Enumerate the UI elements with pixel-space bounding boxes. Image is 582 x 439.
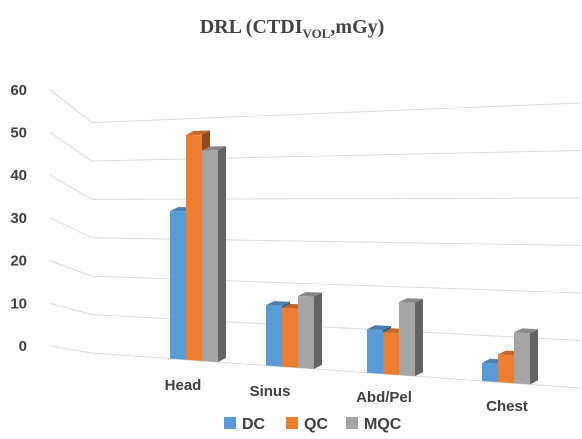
bar-front — [383, 332, 399, 376]
bar-front — [186, 134, 202, 361]
y-tick-label: 20 — [10, 253, 27, 270]
bar-front — [202, 150, 218, 363]
legend-swatch — [346, 417, 358, 429]
y-tick-label: 30 — [10, 210, 27, 227]
bar-side — [530, 329, 538, 385]
bar — [298, 291, 322, 369]
bar-front — [482, 362, 498, 383]
x-tick-label: Chest — [486, 398, 528, 415]
legend-swatch — [224, 417, 236, 429]
x-tick-label: Head — [165, 377, 202, 394]
bar-front — [170, 211, 186, 360]
bar-front — [514, 332, 530, 385]
x-tick-label: Abd/Pel — [356, 389, 412, 406]
bars — [170, 130, 538, 385]
title-suffix: ,mGy) — [330, 16, 384, 38]
bar — [202, 146, 226, 363]
gridline — [49, 260, 581, 294]
legend-item: DC — [224, 416, 266, 433]
bar-top — [298, 291, 322, 297]
bar-front — [282, 307, 298, 368]
legend-item: QC — [286, 416, 328, 433]
bar-front — [498, 354, 514, 384]
bar-top — [367, 325, 391, 331]
bar — [399, 298, 423, 377]
gridline — [49, 345, 581, 389]
legend-label: MQC — [364, 416, 402, 433]
bar-side — [415, 298, 423, 377]
y-axis-ticks: 0 10 20 30 40 50 60 — [10, 82, 27, 355]
bar-front — [266, 305, 282, 367]
legend-swatch — [286, 417, 298, 429]
chart-title: DRL (CTDIVOL,mGy) — [200, 16, 385, 41]
legend-label: QC — [304, 416, 328, 433]
legend-label: DC — [242, 416, 266, 433]
gridline — [49, 174, 581, 200]
gridlines — [49, 89, 581, 389]
x-tick-label: Sinus — [250, 383, 291, 400]
bar-top — [202, 146, 226, 151]
bar-front — [367, 329, 383, 374]
gridline — [49, 217, 581, 246]
y-tick-label: 10 — [10, 295, 27, 312]
bar-top — [399, 298, 423, 303]
bar-top — [266, 301, 290, 306]
bar-front — [399, 302, 415, 377]
bar — [514, 328, 538, 385]
y-tick-label: 40 — [10, 167, 27, 184]
category-labels: Head Sinus Abd/Pel Chest — [165, 377, 528, 415]
bar-top — [514, 328, 538, 334]
bar-side — [218, 146, 226, 363]
y-tick-label: 50 — [10, 125, 27, 142]
bar-side — [314, 292, 322, 369]
y-tick-label: 0 — [19, 338, 27, 355]
legend: DC QC MQC — [224, 416, 402, 433]
title-main: DRL (CTDI — [200, 16, 303, 38]
legend-item: MQC — [346, 416, 402, 433]
y-tick-label: 60 — [10, 82, 27, 99]
gridline — [49, 132, 581, 162]
bar-top — [186, 130, 210, 135]
title-subscript: VOL — [302, 26, 330, 41]
bar-front — [298, 295, 314, 369]
gridline — [49, 89, 581, 124]
